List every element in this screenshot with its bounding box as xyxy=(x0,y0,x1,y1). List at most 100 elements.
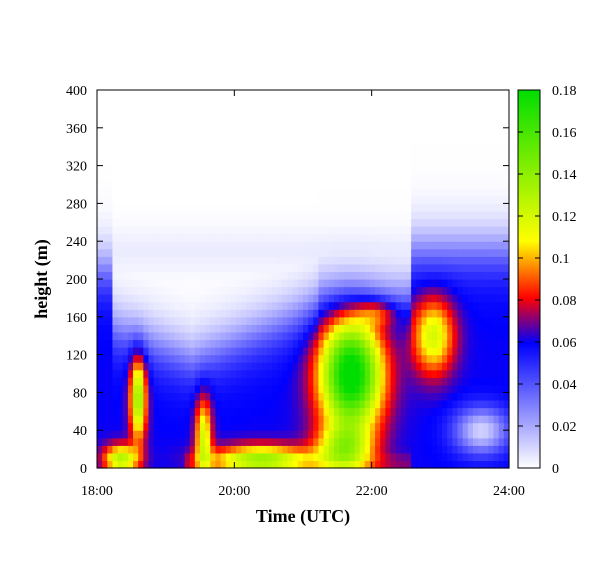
heatmap-cell xyxy=(354,203,361,212)
heatmap-cell xyxy=(308,105,314,114)
heatmap-cell xyxy=(112,173,119,182)
heatmap-cell xyxy=(297,415,304,424)
heatmap-cell xyxy=(133,301,139,310)
heatmap-cell xyxy=(241,127,247,136)
heatmap-cell xyxy=(266,347,273,356)
heatmap-cell xyxy=(369,112,376,121)
heatmap-cell xyxy=(416,422,423,431)
heatmap-cell xyxy=(349,142,356,152)
heatmap-cell xyxy=(251,165,258,174)
heatmap-cell xyxy=(462,203,469,212)
heatmap-cell xyxy=(122,460,129,469)
heatmap-cell xyxy=(107,445,114,454)
heatmap-cell xyxy=(297,316,304,325)
heatmap-cell xyxy=(266,173,273,182)
heatmap-cell xyxy=(344,384,350,393)
heatmap-cell xyxy=(488,188,495,197)
heatmap-cell xyxy=(107,339,114,348)
heatmap-cell xyxy=(411,142,417,152)
heatmap-cell xyxy=(452,309,459,318)
heatmap-cell xyxy=(200,369,206,378)
heatmap-cell xyxy=(472,112,479,121)
heatmap-cell xyxy=(102,286,108,295)
heatmap-cell xyxy=(411,347,417,356)
heatmap-cell xyxy=(421,384,428,393)
heatmap-cell xyxy=(436,347,443,356)
heatmap-cell xyxy=(292,120,299,129)
heatmap-cell xyxy=(308,97,314,106)
heatmap-cell xyxy=(354,384,361,393)
heatmap-cell xyxy=(97,127,103,136)
heatmap-cell xyxy=(205,135,211,144)
heatmap-cell xyxy=(380,399,386,409)
heatmap-cell xyxy=(457,165,464,174)
heatmap-cell xyxy=(169,369,175,378)
heatmap-cell xyxy=(272,316,278,325)
heatmap-cell xyxy=(138,324,144,333)
heatmap-cell xyxy=(416,362,423,371)
heatmap-cell xyxy=(426,203,433,212)
heatmap-cell xyxy=(416,452,423,462)
heatmap-cell xyxy=(292,362,299,371)
heatmap-cell xyxy=(163,173,170,182)
heatmap-cell xyxy=(138,445,144,454)
heatmap-cell xyxy=(483,203,489,212)
heatmap-cell xyxy=(421,286,428,295)
heatmap-cell xyxy=(97,248,103,257)
heatmap-cell xyxy=(246,263,253,273)
heatmap-cell xyxy=(200,347,206,356)
heatmap-cell xyxy=(354,347,361,356)
heatmap-cell xyxy=(436,158,443,167)
heatmap-cell xyxy=(375,256,381,265)
heatmap-cell xyxy=(184,309,191,318)
heatmap-cell xyxy=(297,218,304,227)
heatmap-cell xyxy=(256,120,263,129)
heatmap-cell xyxy=(303,415,309,424)
heatmap-cell xyxy=(117,316,124,325)
heatmap-cell xyxy=(421,301,428,310)
heatmap-cell xyxy=(323,309,330,318)
heatmap-cell xyxy=(143,226,150,235)
heatmap-cell xyxy=(503,271,510,280)
heatmap-cell xyxy=(447,279,453,288)
heatmap-cell xyxy=(380,142,386,152)
heatmap-cell xyxy=(426,218,433,227)
heatmap-cell xyxy=(158,263,165,273)
heatmap-cell xyxy=(205,354,211,363)
heatmap-cell xyxy=(395,399,402,409)
heatmap-cell xyxy=(184,279,191,288)
heatmap-cell xyxy=(447,180,453,189)
heatmap-cell xyxy=(406,339,412,348)
heatmap-cell xyxy=(462,430,469,439)
heatmap-cell xyxy=(169,173,175,182)
heatmap-cell xyxy=(241,460,247,469)
heatmap-cell xyxy=(380,309,386,318)
heatmap-cell xyxy=(380,324,386,333)
heatmap-cell xyxy=(395,445,402,454)
heatmap-cell xyxy=(375,120,381,129)
heatmap-cell xyxy=(359,271,366,280)
heatmap-cell xyxy=(236,233,242,242)
heatmap-cell xyxy=(266,188,273,197)
heatmap-cell xyxy=(426,97,433,106)
heatmap-cell xyxy=(143,407,150,416)
heatmap-cell xyxy=(107,256,114,265)
heatmap-cell xyxy=(354,279,361,288)
heatmap-cell xyxy=(431,331,438,341)
heatmap-cell xyxy=(169,399,175,409)
heatmap-cell xyxy=(153,415,160,424)
heatmap-cell xyxy=(148,210,155,220)
heatmap-cell xyxy=(266,407,273,416)
heatmap-cell xyxy=(323,422,330,431)
heatmap-cell xyxy=(318,301,325,310)
heatmap-cell xyxy=(225,339,232,348)
heatmap-cell xyxy=(256,460,263,469)
heatmap-cell xyxy=(328,286,335,295)
heatmap-cell xyxy=(246,316,253,325)
heatmap-cell xyxy=(107,430,114,439)
heatmap-cell xyxy=(421,233,428,242)
heatmap-cell xyxy=(354,452,361,462)
heatmap-cell xyxy=(442,279,448,288)
heatmap-cell xyxy=(174,294,180,303)
heatmap-cell xyxy=(359,173,366,182)
